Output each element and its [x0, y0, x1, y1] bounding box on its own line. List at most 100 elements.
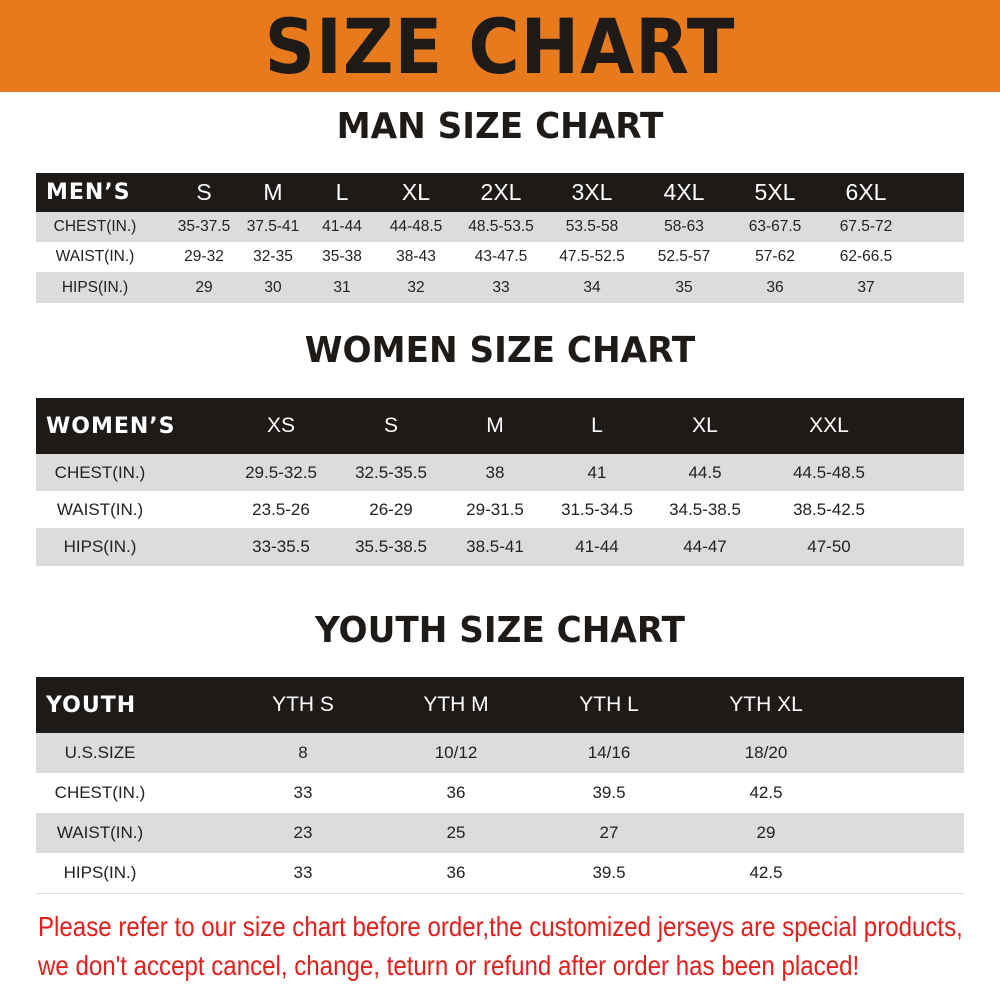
- men-row-hips-in: HIPS(IN.) 29 30 31 32 33 34 35 36 37: [36, 272, 964, 303]
- measurement-cell: 23.5-26: [252, 499, 310, 519]
- size-column-header: S: [383, 414, 399, 437]
- measurement-cell: 52.5-57: [657, 248, 711, 265]
- measurement-cell: 10/12: [434, 743, 478, 762]
- measurement-cell: 32: [407, 278, 425, 296]
- size-column-header: XXL: [809, 414, 849, 437]
- measurement-cell: 42.5: [749, 863, 783, 882]
- measurement-cell: 47-50: [807, 537, 851, 556]
- size-column-header: XL: [401, 179, 431, 205]
- measurement-cell: 38.5-41: [466, 537, 524, 556]
- measurement-cell: 62-66.5: [839, 248, 893, 265]
- row-label: CHEST(IN.): [54, 462, 146, 482]
- women-row-chest-in: CHEST(IN.) 29.5-32.5 32.5-35.5 38 41 44.5 44.5…: [36, 454, 964, 491]
- men-row-waist-in: WAIST(IN.) 29-32 32-35 35-38 38-43 43-47.5 47.…: [36, 242, 964, 272]
- measurement-cell: 33: [293, 863, 313, 882]
- measurement-cell: 33: [492, 278, 510, 296]
- size-column-header: XS: [266, 414, 296, 437]
- measurement-cell: 36: [446, 863, 466, 882]
- size-column-header: 3XL: [571, 179, 613, 205]
- measurement-cell: 31: [333, 278, 351, 296]
- size-column-header: S: [196, 179, 212, 205]
- men-table-label: MEN’S: [46, 180, 131, 205]
- measurement-cell: 38: [485, 462, 505, 482]
- row-label: CHEST(IN.): [53, 218, 137, 235]
- measurement-cell: 32.5-35.5: [355, 462, 427, 482]
- measurement-cell: 29-32: [184, 248, 224, 265]
- measurement-cell: 29: [756, 823, 776, 842]
- size-column-header: 6XL: [845, 179, 887, 205]
- size-column-header: L: [591, 414, 603, 437]
- measurement-cell: 44-48.5: [389, 218, 443, 235]
- women-header-row: WOMEN’S XS S M L XL XXL: [36, 398, 964, 454]
- size-column-header: YTH M: [423, 693, 489, 716]
- men-header-row: MEN’S S M L XL 2XL 3XL 4XL 5XL 6XL: [36, 173, 964, 212]
- measurement-cell: 23: [293, 823, 313, 842]
- women-section-title: WOMEN SIZE CHART: [304, 330, 696, 371]
- measurement-cell: 47.5-52.5: [559, 248, 625, 265]
- men-row-chest-in: CHEST(IN.) 35-37.5 37.5-41 41-44 44-48.5 48.5…: [36, 212, 964, 242]
- women-row-waist-in: WAIST(IN.) 23.5-26 26-29 29-31.5 31.5-34.5 34…: [36, 491, 964, 528]
- measurement-cell: 41-44: [575, 537, 619, 556]
- size-column-header: YTH XL: [729, 693, 803, 716]
- row-label: WAIST(IN.): [56, 823, 144, 842]
- row-label: U.S.SIZE: [64, 743, 136, 762]
- size-column-header: M: [263, 179, 283, 205]
- women-row-hips-in: HIPS(IN.) 33-35.5 35.5-38.5 38.5-41 41-44 44-…: [36, 528, 964, 566]
- measurement-cell: 32-35: [253, 248, 293, 265]
- measurement-cell: 35.5-38.5: [355, 537, 427, 556]
- row-label: WAIST(IN.): [55, 248, 135, 265]
- measurement-cell: 38.5-42.5: [793, 499, 865, 519]
- measurement-cell: 18/20: [744, 743, 788, 762]
- row-label: HIPS(IN.): [63, 537, 137, 556]
- measurement-cell: 31.5-34.5: [561, 499, 633, 519]
- measurement-cell: 36: [446, 783, 466, 802]
- size-column-header: YTH S: [272, 693, 334, 716]
- youth-row-chest-in: CHEST(IN.) 33 36 39.5 42.5: [36, 773, 964, 813]
- measurement-cell: 30: [264, 278, 282, 296]
- measurement-cell: 37: [857, 278, 875, 296]
- measurement-cell: 14/16: [587, 743, 631, 762]
- measurement-cell: 39.5: [592, 783, 626, 802]
- women-table-label: WOMEN’S: [46, 413, 176, 439]
- size-column-header: 4XL: [663, 179, 705, 205]
- men-section-title: MAN SIZE CHART: [336, 106, 664, 147]
- measurement-cell: 48.5-53.5: [468, 218, 534, 235]
- banner-title: SIZE CHART: [264, 2, 736, 91]
- measurement-cell: 57-62: [755, 248, 795, 265]
- measurement-cell: 42.5: [749, 783, 783, 802]
- measurement-cell: 35-38: [322, 248, 362, 265]
- measurement-cell: 41: [587, 462, 607, 482]
- measurement-cell: 33: [293, 783, 313, 802]
- row-label: HIPS(IN.): [61, 278, 129, 296]
- size-column-header: XL: [692, 414, 718, 437]
- measurement-cell: 29-31.5: [466, 499, 524, 519]
- measurement-cell: 29: [195, 278, 213, 296]
- youth-row-waist-in: WAIST(IN.) 23 25 27 29: [36, 813, 964, 853]
- size-column-header: M: [486, 414, 504, 437]
- size-column-header: L: [335, 179, 349, 205]
- size-column-header: 2XL: [480, 179, 522, 205]
- size-column-header: YTH L: [579, 693, 639, 716]
- youth-header-row: YOUTH YTH S YTH M YTH L YTH XL: [36, 677, 964, 733]
- youth-section-title: YOUTH SIZE CHART: [315, 610, 685, 651]
- row-label: CHEST(IN.): [54, 783, 146, 802]
- measurement-cell: 35: [675, 278, 693, 296]
- measurement-cell: 38-43: [396, 248, 436, 265]
- measurement-cell: 26-29: [369, 499, 413, 519]
- youth-table-label: YOUTH: [46, 692, 137, 718]
- measurement-cell: 39.5: [592, 863, 626, 882]
- measurement-cell: 44.5: [688, 462, 722, 482]
- measurement-cell: 34: [583, 278, 601, 296]
- banner: SIZE CHART: [0, 0, 1000, 92]
- measurement-cell: 25: [446, 823, 466, 842]
- row-label: WAIST(IN.): [56, 499, 144, 519]
- measurement-cell: 44-47: [683, 537, 727, 556]
- measurement-cell: 58-63: [664, 218, 704, 235]
- size-column-header: 5XL: [754, 179, 796, 205]
- measurement-cell: 36: [766, 278, 784, 296]
- measurement-cell: 53.5-58: [565, 218, 619, 235]
- measurement-cell: 35-37.5: [177, 218, 231, 235]
- notice-line-1: Please refer to our size chart before or…: [38, 911, 963, 942]
- youth-row-hips-in: HIPS(IN.) 33 36 39.5 42.5: [36, 853, 964, 893]
- measurement-cell: 8: [298, 743, 308, 762]
